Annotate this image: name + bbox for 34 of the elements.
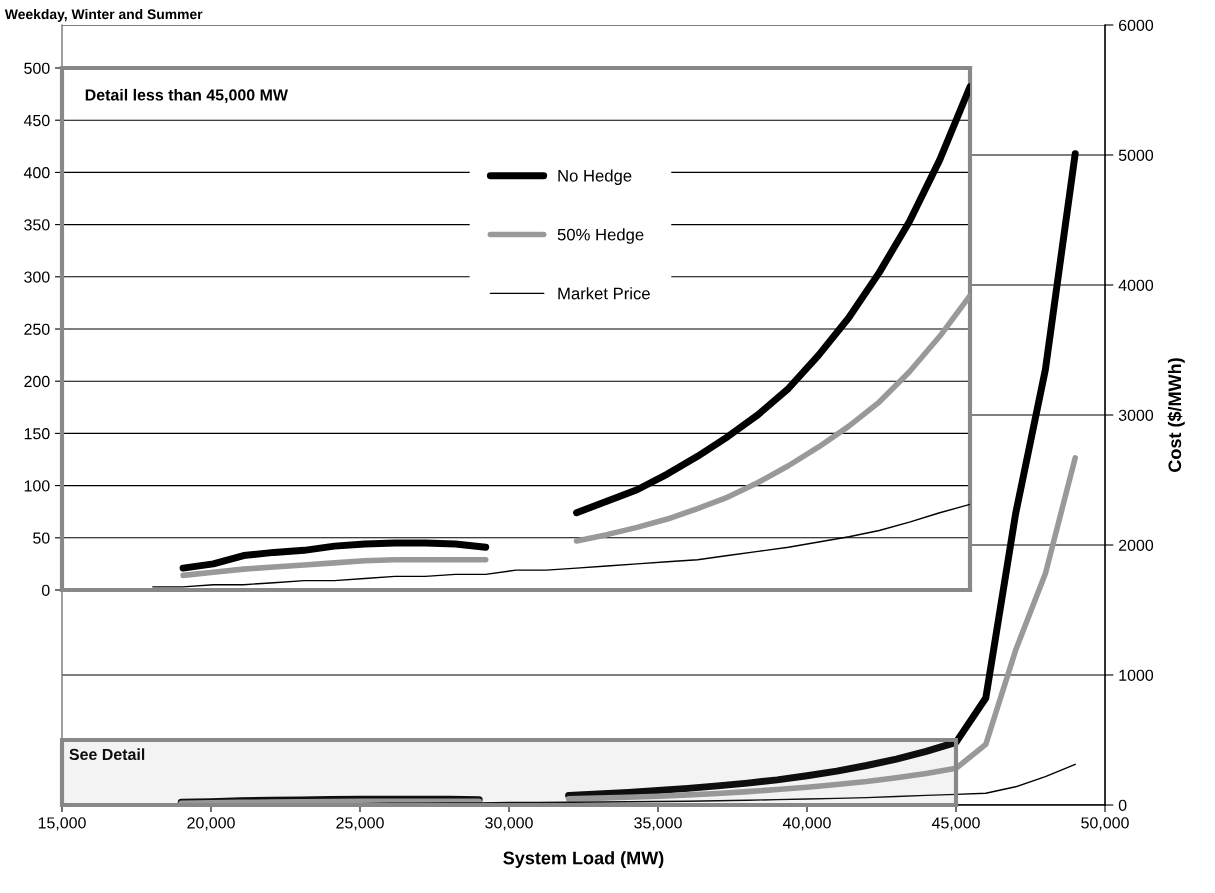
band-label: See Detail — [69, 748, 145, 761]
legend-label: 50% Hedge — [557, 228, 644, 244]
x-tick-label: 45,000 — [931, 817, 980, 831]
x-tick-label: 35,000 — [634, 817, 682, 831]
x-tick-label: 50,000 — [1081, 817, 1129, 831]
y-tick-label: 300 — [24, 271, 50, 283]
y2-tick-label: 3000 — [1118, 409, 1154, 421]
x-tick-label: 15,000 — [38, 817, 86, 831]
y-tick-label: 500 — [24, 62, 50, 74]
text: Detail less than 45,000 MW — [85, 88, 288, 103]
x-tick-label: 40,000 — [782, 817, 831, 831]
y2-tick-label: 5000 — [1118, 149, 1154, 161]
y-tick-label: 100 — [24, 480, 50, 492]
y-tick-label: 400 — [23, 167, 50, 179]
x-tick-label: 30,000 — [485, 817, 533, 831]
y-tick-label: 200 — [24, 375, 50, 388]
chart-title: Weekday, Winter and Summer — [4, 8, 203, 22]
y-tick-label: 0 — [41, 584, 50, 596]
x-tick-label: 25,000 — [336, 817, 384, 831]
legend-label: Market Price — [558, 287, 650, 300]
x-axis-title: System Load (MW) — [503, 851, 664, 868]
x-tick-label: 20,000 — [187, 817, 235, 831]
y-tick-label: 350 — [24, 219, 50, 231]
y2-tick-label: 6000 — [1119, 19, 1154, 31]
y2-tick-label: 0 — [1118, 799, 1127, 811]
y-tick-label: 150 — [24, 428, 50, 440]
y2-axis-title: Cost ($/MWh) — [1167, 358, 1185, 472]
y-tick-label: 50 — [33, 532, 50, 544]
y-tick-label: 450 — [23, 114, 50, 127]
y-tick-label: 250 — [24, 323, 50, 335]
y2-tick-label: 2000 — [1119, 539, 1154, 551]
y2-tick-label: 4000 — [1118, 279, 1154, 291]
y2-tick-label: 1000 — [1119, 669, 1154, 681]
legend-label: No Hedge — [558, 169, 632, 185]
